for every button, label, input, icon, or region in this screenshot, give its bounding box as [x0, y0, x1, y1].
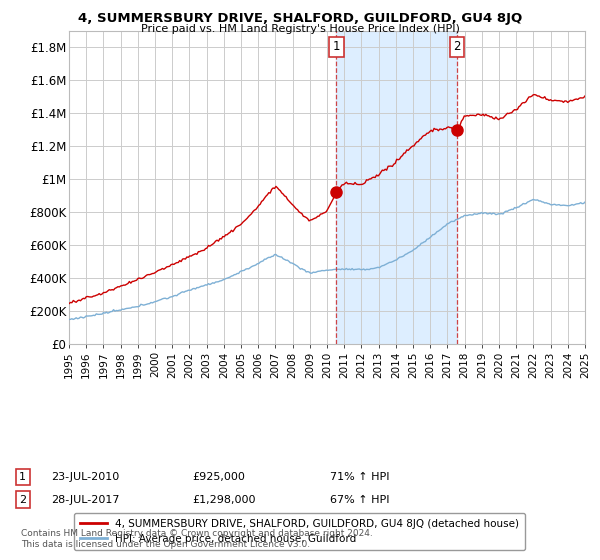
Text: 4, SUMMERSBURY DRIVE, SHALFORD, GUILDFORD, GU4 8JQ: 4, SUMMERSBURY DRIVE, SHALFORD, GUILDFOR… [78, 12, 522, 25]
Text: £925,000: £925,000 [192, 472, 245, 482]
Legend: 4, SUMMERSBURY DRIVE, SHALFORD, GUILDFORD, GU4 8JQ (detached house), HPI: Averag: 4, SUMMERSBURY DRIVE, SHALFORD, GUILDFOR… [74, 513, 525, 550]
Text: 71% ↑ HPI: 71% ↑ HPI [330, 472, 389, 482]
Text: 1: 1 [19, 472, 26, 482]
Text: 2: 2 [19, 494, 26, 505]
Text: 2: 2 [454, 40, 461, 53]
Text: Contains HM Land Registry data © Crown copyright and database right 2024.
This d: Contains HM Land Registry data © Crown c… [21, 529, 373, 549]
Text: 67% ↑ HPI: 67% ↑ HPI [330, 494, 389, 505]
Text: 1: 1 [333, 40, 340, 53]
Text: Price paid vs. HM Land Registry's House Price Index (HPI): Price paid vs. HM Land Registry's House … [140, 24, 460, 34]
Bar [337, 31, 457, 344]
Text: 28-JUL-2017: 28-JUL-2017 [51, 494, 119, 505]
Text: £1,298,000: £1,298,000 [192, 494, 256, 505]
Text: 23-JUL-2010: 23-JUL-2010 [51, 472, 119, 482]
